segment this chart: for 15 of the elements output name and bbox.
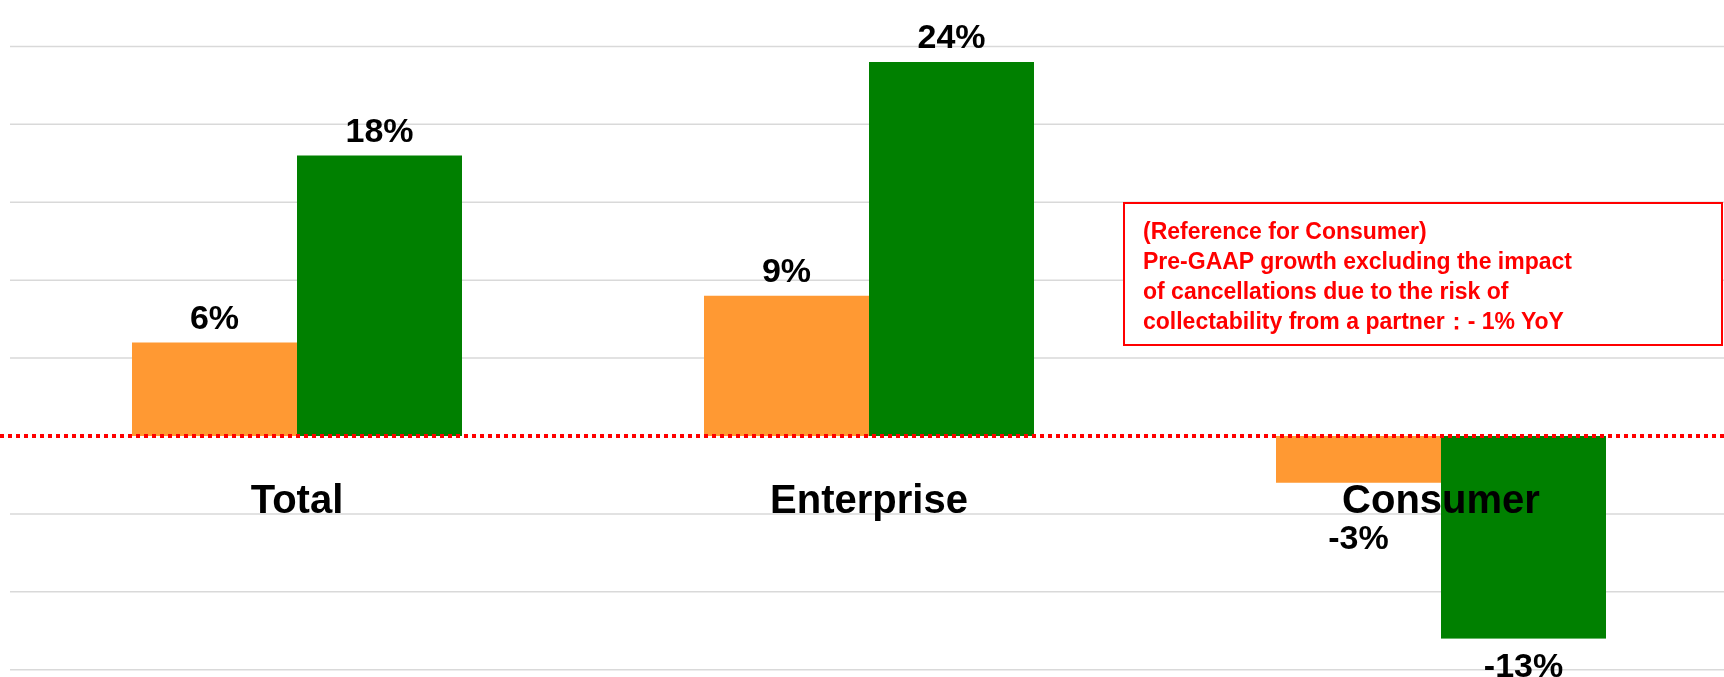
bar bbox=[1276, 436, 1441, 483]
data-label: -13% bbox=[1483, 645, 1564, 677]
data-label: -3% bbox=[1328, 517, 1389, 556]
x-tick-label: Total bbox=[250, 477, 344, 521]
x-tick-label: Enterprise bbox=[770, 477, 968, 521]
bar bbox=[297, 155, 462, 436]
data-label: 24% bbox=[917, 17, 986, 55]
bar bbox=[132, 342, 297, 436]
annotation: (Reference for Consumer) Pre-GAAP growth excluding the impact of cancellations due to the risk of collectability from a partner：- 1% YoY bbox=[1143, 218, 1573, 334]
annotation: (Reference for Consumer) Pre-GAAP growth excluding the impact of cancellations due to the risk of collectability from a partner：- 1% YoY bbox=[1123, 202, 1723, 346]
bar bbox=[704, 295, 869, 436]
data-label: 9% bbox=[761, 250, 812, 289]
data-label: 6% bbox=[189, 297, 240, 336]
data-label: 18% bbox=[345, 110, 414, 149]
bar bbox=[869, 62, 1034, 436]
